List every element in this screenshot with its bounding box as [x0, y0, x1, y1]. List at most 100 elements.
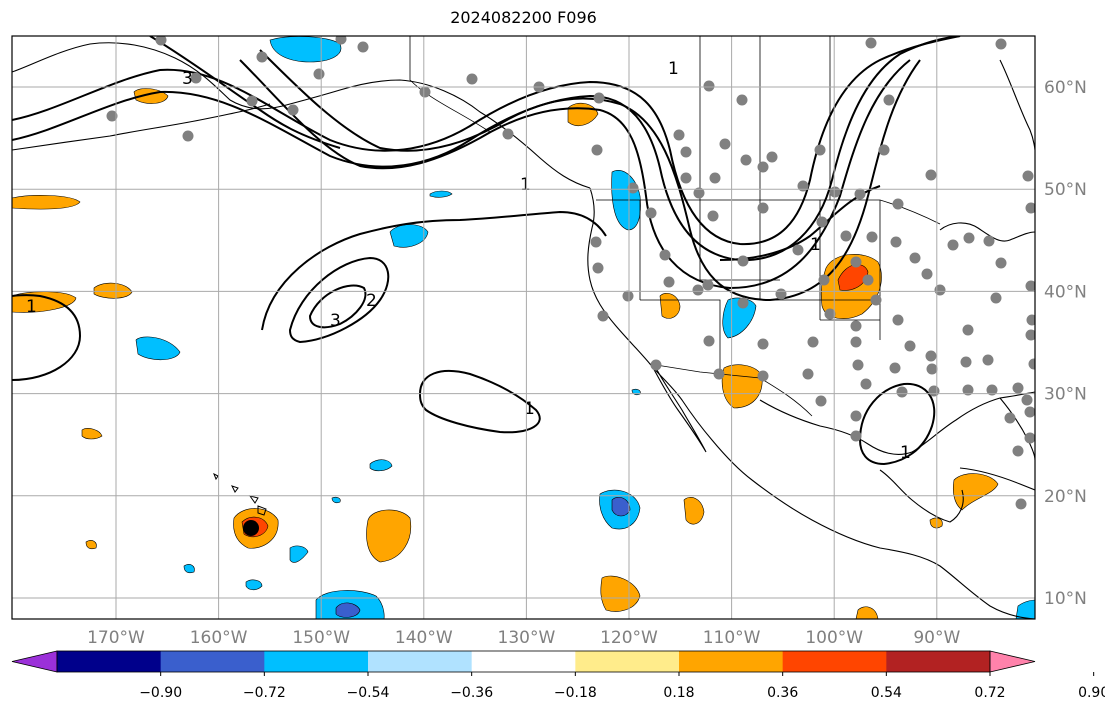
longitude-tick-label: 130°W	[498, 628, 556, 648]
colorbar-tick-label: 0.18	[663, 685, 694, 701]
colorbar-segment	[264, 651, 369, 672]
anomaly-blob	[81, 428, 103, 440]
contour-label: 1	[900, 443, 911, 463]
colorbar-tick-label: 0.36	[767, 685, 798, 701]
colorbar-segment	[57, 651, 162, 672]
colorbar-tick-label: 0.90	[1078, 685, 1105, 701]
longitude-tick-label: 90°W	[913, 628, 960, 648]
colorbar-tick-label: 0.54	[871, 685, 902, 701]
longitude-tick-label: 160°W	[190, 628, 248, 648]
map-title: 2024082200 F096	[450, 8, 597, 27]
colorbar-tick-label: −0.90	[139, 685, 182, 701]
anomaly-blob	[331, 496, 341, 504]
latitude-tick-label: 10°N	[1044, 589, 1087, 609]
anomaly-blob	[269, 36, 342, 63]
latitude-labels: 10°N 20°N 30°N 40°N 50°N 60°N	[1044, 78, 1087, 609]
anomaly-blob	[611, 497, 631, 517]
coastline-west	[587, 187, 1035, 619]
anomaly-blob	[855, 606, 879, 619]
map-background	[12, 36, 1035, 619]
anomaly-blob	[85, 540, 97, 550]
latitude-tick-label: 50°N	[1044, 180, 1087, 200]
contour-label: 1	[668, 59, 679, 79]
contour-line	[149, 36, 341, 149]
anomaly-blob	[93, 282, 133, 299]
contour-line	[12, 294, 82, 381]
anomaly-blob	[600, 575, 641, 612]
contour-line	[259, 49, 921, 302]
anomaly-blob	[12, 291, 77, 313]
map-border	[11, 35, 1036, 620]
coastline-baja	[651, 365, 707, 453]
contour-line	[261, 210, 607, 331]
colorbar-segment	[160, 651, 265, 672]
longitude-tick-label: 170°W	[87, 628, 145, 648]
contour-label: 1	[524, 399, 535, 419]
anomaly-blob	[245, 579, 263, 591]
coastline-greatlakes	[939, 222, 1035, 242]
contour-line	[719, 185, 881, 261]
coastlines	[12, 42, 1035, 619]
longitude-tick-label: 120°W	[600, 628, 658, 648]
anomaly-blob	[837, 264, 869, 291]
colorbar-segment	[368, 651, 473, 672]
longitude-tick-label: 110°W	[703, 628, 761, 648]
contour-label: 3	[330, 311, 341, 331]
contour-label: 1	[520, 175, 531, 195]
anomaly-blob	[366, 509, 412, 563]
contour-line	[288, 256, 390, 344]
coastline-gulf	[759, 391, 1035, 455]
contour-line	[418, 369, 541, 434]
longitude-tick-label: 150°W	[292, 628, 350, 648]
contour-line	[858, 382, 936, 466]
colorbar-segment	[886, 651, 991, 672]
contour-line	[239, 59, 911, 290]
latitude-tick-label: 40°N	[1044, 282, 1087, 302]
contour-line	[12, 36, 961, 262]
anomaly-blob	[135, 336, 181, 361]
contour-label: 3	[182, 69, 193, 89]
anomaly-blob	[929, 517, 943, 529]
anomaly-blob	[369, 459, 393, 472]
border-alaska-canada	[409, 36, 491, 133]
colorbar-extend-high	[989, 650, 1036, 673]
station-markers	[106, 36, 1035, 510]
border-state-lines	[639, 200, 881, 370]
latitude-tick-label: 60°N	[1044, 78, 1087, 98]
longitude-tick-label: 140°W	[395, 628, 453, 648]
anomaly-blob	[183, 564, 195, 574]
anomaly-blob	[289, 545, 309, 563]
colorbar-tick-label: −0.54	[347, 685, 390, 701]
coastline-alaska	[12, 42, 591, 189]
contour-label: 1	[26, 297, 37, 317]
colorbar-extend-low	[11, 650, 58, 673]
contour-label: 2	[366, 291, 377, 311]
colorbar-segment	[575, 651, 680, 672]
coastline-cuba	[959, 467, 1035, 491]
contour-label: 1	[810, 235, 821, 255]
colorbar-tick-label: −0.18	[554, 685, 597, 701]
colorbar-segment	[471, 651, 576, 672]
colorbar-outline	[56, 650, 991, 673]
latitude-tick-label: 30°N	[1044, 385, 1087, 405]
coastline-aleutians	[12, 103, 271, 151]
longitude-labels: 170°W 160°W 150°W 140°W 130°W 120°W 110°W 100°W…	[87, 628, 960, 648]
colorbar-labels: −0.90 −0.72 −0.54 −0.36 −0.18 0.18 0.36 0.54 0.7…	[139, 672, 1105, 701]
anomaly-blob	[335, 602, 361, 618]
colorbar-segment	[782, 651, 887, 672]
longitude-tick-label: 100°W	[805, 628, 863, 648]
gridlines	[12, 36, 1035, 619]
hawaii-islands	[213, 472, 267, 516]
colorbar-tick-label: −0.36	[450, 685, 493, 701]
colorbar	[11, 650, 1036, 673]
colorbar-tick-label: 0.72	[974, 685, 1005, 701]
anomaly-blob	[12, 195, 81, 210]
anomaly-core-marker	[243, 520, 259, 536]
contour-labels: 1 1 1 1 1 1 2 3 3	[26, 59, 911, 463]
anomaly-blob	[1015, 599, 1035, 619]
anomaly-blob	[429, 190, 453, 198]
colorbar-segment	[679, 651, 784, 672]
anomaly-blob	[683, 497, 705, 525]
latitude-tick-label: 20°N	[1044, 487, 1087, 507]
